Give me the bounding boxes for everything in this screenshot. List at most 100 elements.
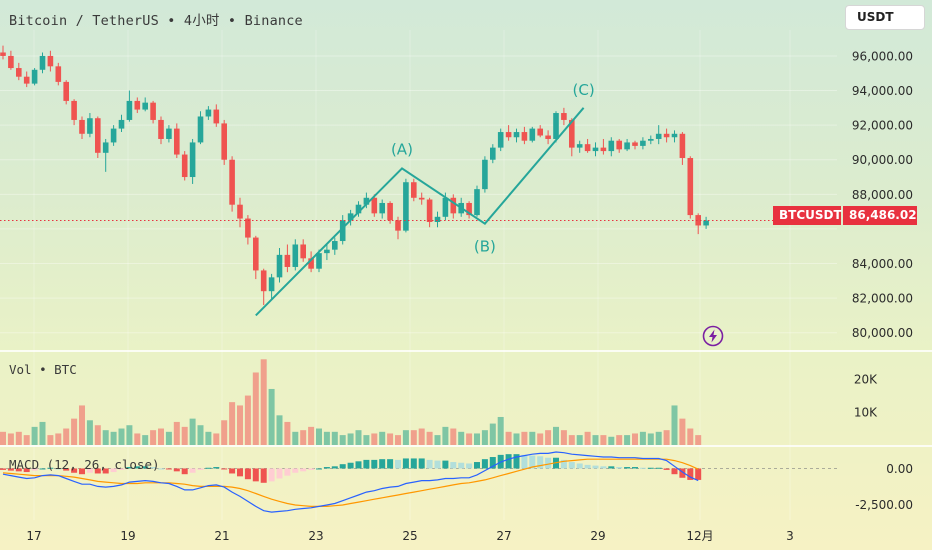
volume-bar (94, 425, 101, 445)
macd-histogram-bar (181, 468, 188, 475)
volume-bar (355, 430, 362, 445)
candle-body (632, 142, 638, 146)
volume-bar (560, 430, 567, 445)
volume-bar (39, 421, 46, 445)
macd-histogram-bar (173, 468, 180, 472)
macd-histogram-bar (679, 468, 686, 478)
right-price-axis: 96,000.00 94,000.00 92,000.00 90,000.00 88,0… (852, 49, 913, 511)
macd-histogram-bar (252, 468, 259, 482)
volume-bar (632, 433, 638, 445)
volume-bar (663, 430, 670, 445)
volume-bar (31, 426, 38, 445)
macd-histogram-bar (229, 468, 236, 474)
volume-tick-label: 20K (854, 373, 878, 387)
volume-bar (276, 415, 283, 445)
macd-histogram-bar (584, 464, 591, 469)
candle-body (411, 182, 417, 198)
volume-bar (260, 359, 267, 445)
candle-body (166, 128, 172, 139)
candle-body (260, 270, 267, 292)
macd-histogram-bar (237, 468, 243, 477)
volume-bar (323, 431, 330, 445)
macd-histogram-bar (395, 459, 401, 469)
candle-body (332, 241, 338, 250)
candle-body (640, 140, 646, 146)
volume-bar (450, 428, 457, 445)
volume-bar (568, 435, 575, 445)
volume-bar (252, 372, 259, 445)
candle-body (316, 253, 322, 269)
macd-histogram-bar (655, 467, 662, 469)
candle-body (687, 158, 694, 216)
symbol-price-tag: BTCUSDT (773, 206, 842, 225)
macd-histogram-bar (94, 468, 101, 474)
volume-bar (134, 433, 141, 445)
volume-bar (63, 428, 70, 445)
lightning-circle-icon[interactable] (702, 325, 724, 347)
volume-bar (71, 418, 78, 445)
candle-body (339, 220, 346, 242)
macd-histogram-bar (387, 459, 394, 469)
macd-histogram-bar (7, 468, 14, 471)
volume-bar (371, 433, 378, 445)
candle-body (118, 119, 125, 129)
volume-bar (229, 402, 236, 445)
candle-body (600, 147, 607, 152)
volume-bar (197, 425, 204, 445)
macd-histogram-bar (276, 468, 283, 479)
macd-histogram-bar (31, 468, 38, 471)
candle-body (553, 113, 559, 139)
macd-histogram-bar (331, 466, 338, 469)
volume-bar (284, 421, 291, 445)
macd-histogram-bar (639, 467, 646, 469)
pattern-label-b: (B) (474, 238, 496, 256)
candle-body (71, 100, 77, 120)
macd-histogram-bar (0, 468, 6, 470)
pattern-label-a: (A) (391, 140, 413, 158)
candle-body (497, 132, 504, 148)
candle-body (426, 199, 433, 222)
volume-bar (55, 433, 62, 445)
macd-histogram-bar (505, 454, 512, 469)
macd-histogram-bar (142, 466, 149, 469)
macd-histogram-bar (150, 467, 157, 469)
pattern-label-c: (C) (573, 81, 595, 99)
candle-body (371, 197, 378, 214)
candle-body (276, 254, 283, 278)
volume-bar (639, 431, 646, 445)
signal-line (2, 458, 699, 507)
volume-bar (268, 388, 275, 445)
candle-body (197, 116, 204, 143)
volume-bar (489, 423, 496, 445)
macd-histogram-bar (339, 464, 346, 469)
candle-body (0, 52, 6, 56)
candle-body (648, 138, 654, 141)
volume-bar (402, 430, 409, 445)
volume-bar (110, 431, 117, 445)
volume-bar (181, 426, 188, 445)
macd-histogram-bar (39, 468, 46, 470)
volume-pane-label: Vol • BTC (9, 362, 77, 377)
macd-histogram-bar (165, 468, 172, 470)
macd-histogram-bar (450, 462, 457, 469)
volume-bar (418, 428, 425, 445)
macd-histogram-bar (23, 468, 30, 473)
macd-histogram-bar (347, 462, 354, 469)
candle-body (513, 132, 520, 138)
candle-body (110, 128, 117, 143)
candle-body (245, 218, 251, 238)
price-tick-label: 94,000.00 (852, 84, 913, 98)
candle-body (363, 197, 370, 205)
candle-body (181, 154, 188, 178)
volume-bar (339, 435, 346, 445)
volume-bar (481, 430, 488, 445)
price-tick-label: 90,000.00 (852, 153, 913, 167)
currency-button[interactable]: USDT (845, 5, 925, 30)
candle-body (134, 100, 141, 110)
volume-bar (150, 430, 157, 445)
macd-histogram-bar (442, 460, 449, 469)
volume-bar (363, 435, 370, 445)
abc-pattern-line (255, 107, 585, 317)
macd-histogram-bar (521, 454, 528, 469)
